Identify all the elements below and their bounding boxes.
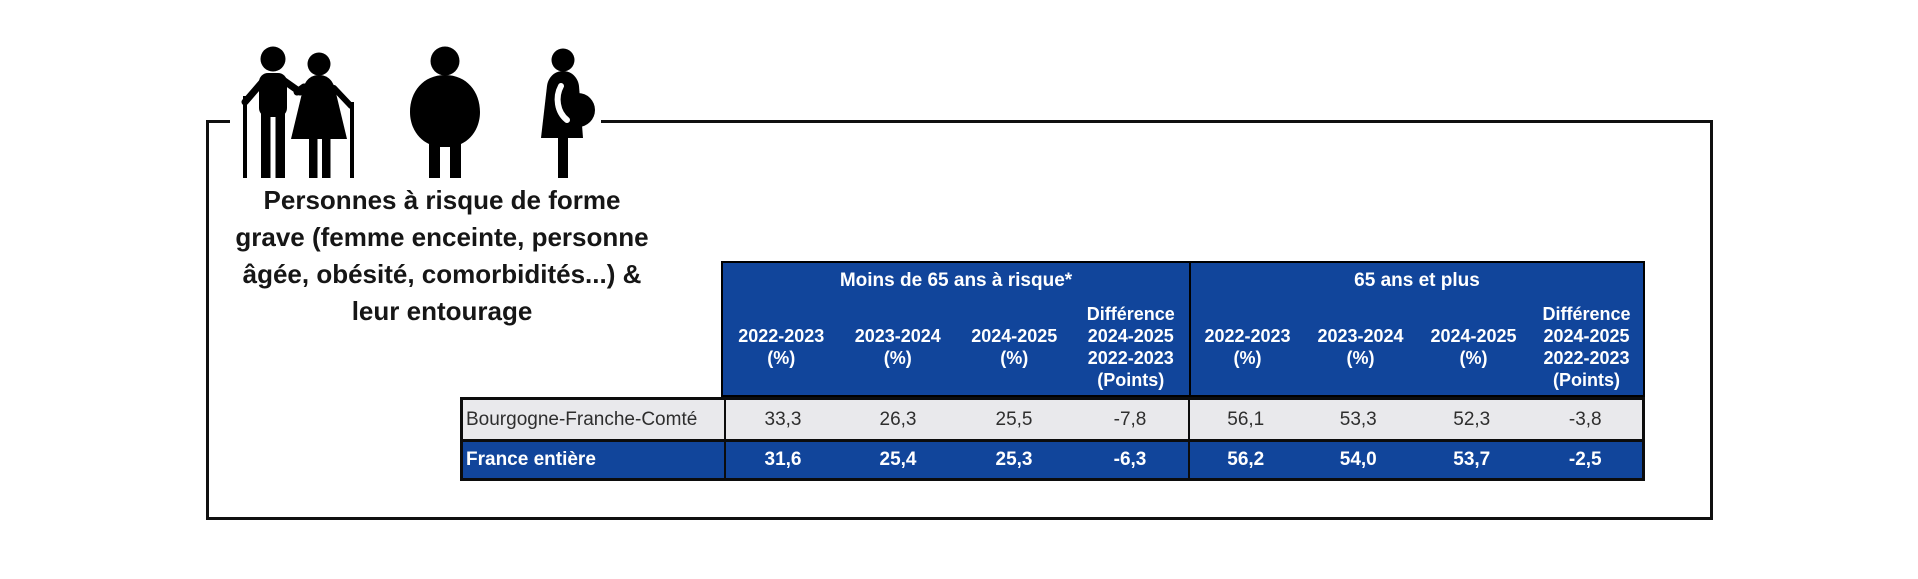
column-group-under65: Moins de 65 ans à risque* 2022-2023 (%) … <box>723 263 1189 395</box>
table-cell: 54,0 <box>1339 449 1377 470</box>
table-row-bourgogne-franche-comte: Bourgogne-Franche-Comté 33,3 26,3 25,5 -… <box>463 400 1642 439</box>
table-cell: 33,3 <box>724 400 840 439</box>
table-cell: -6,3 <box>1113 449 1147 470</box>
table-cell: 26,3 <box>879 408 917 430</box>
subheader-row-under65: 2022-2023 (%) 2023-2024 (%) 2024-2025 (%… <box>723 299 1189 395</box>
caption-line: Personnes à risque de forme <box>263 185 621 215</box>
column-header: 2024-2025 (%) <box>971 326 1058 368</box>
subheader-row-over65: 2022-2023 (%) 2023-2024 (%) 2024-2025 (%… <box>1191 299 1643 395</box>
pregnant-woman-icon <box>538 48 596 183</box>
row-divider <box>463 439 1642 442</box>
column-header: 2023-2024 (%) <box>854 326 941 368</box>
table-cell: 25,5 <box>995 408 1033 430</box>
column-header: Différence 2024-2025 2022-2023 (Points) <box>1542 304 1631 390</box>
column-header: 2024-2025 (%) <box>1430 326 1517 368</box>
table-cell: 25,3 <box>995 449 1033 470</box>
table-row-france-entiere: France entière 31,6 25,4 25,3 -6,3 56,2 … <box>463 442 1642 478</box>
column-group-over65: 65 ans et plus 2022-2023 (%) 2023-2024 (… <box>1189 263 1643 395</box>
table-cell: 31,6 <box>724 442 840 478</box>
table-cell: -7,8 <box>1113 408 1147 430</box>
caption-line: leur entourage <box>351 296 533 326</box>
row-label: France entière <box>466 449 596 470</box>
table-cell: 53,7 <box>1453 449 1491 470</box>
table-cell: 56,1 <box>1188 400 1302 439</box>
column-header: Différence 2024-2025 2022-2023 (Points) <box>1086 304 1175 390</box>
elderly-couple-icon <box>238 46 370 183</box>
obese-person-icon <box>406 46 484 183</box>
column-header: 2023-2024 (%) <box>1317 326 1404 368</box>
caption-line: âgée, obésité, comorbidités...) & <box>242 259 642 289</box>
table-cell: 53,3 <box>1339 408 1377 430</box>
summary-box-border <box>206 120 1713 520</box>
table-header: Moins de 65 ans à risque* 2022-2023 (%) … <box>721 261 1645 397</box>
table-cell: 52,3 <box>1453 408 1491 430</box>
table-cell: -2,5 <box>1568 449 1602 470</box>
group-label-over65: 65 ans et plus <box>1354 270 1480 291</box>
table-cell: -3,8 <box>1568 408 1602 430</box>
row-label: Bourgogne-Franche-Comté <box>466 408 698 430</box>
table-cell: 56,2 <box>1188 442 1302 478</box>
caption-line: grave (femme enceinte, personne <box>235 222 649 252</box>
column-header: 2022-2023 (%) <box>1204 326 1291 368</box>
table-body: Bourgogne-Franche-Comté 33,3 26,3 25,5 -… <box>460 397 1645 481</box>
group-label-under65: Moins de 65 ans à risque* <box>839 270 1073 291</box>
table-cell: 25,4 <box>879 449 917 470</box>
panel-caption: Personnes à risque de forme grave (femme… <box>192 182 692 330</box>
column-header: 2022-2023 (%) <box>738 326 825 368</box>
